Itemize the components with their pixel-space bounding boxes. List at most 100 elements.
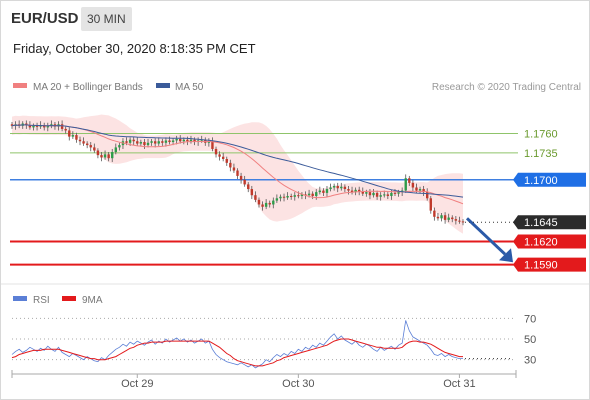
x-axis-label: Oct 30 bbox=[282, 378, 314, 390]
candle-body bbox=[193, 139, 196, 143]
rsi-legend-swatch bbox=[13, 296, 27, 301]
candle-body bbox=[103, 154, 107, 158]
candle-body bbox=[50, 124, 53, 126]
candle-body bbox=[418, 189, 422, 191]
candle-body bbox=[336, 185, 339, 189]
candle-body bbox=[236, 170, 239, 176]
level-label-1.1620: 1.1620 bbox=[524, 236, 558, 248]
candle-body bbox=[268, 202, 271, 205]
level-tag-1.1645 bbox=[513, 215, 586, 230]
projection-arrow-head bbox=[499, 248, 513, 263]
candle-body bbox=[383, 194, 386, 196]
candle-body bbox=[182, 139, 186, 142]
candle-body bbox=[214, 148, 218, 155]
projection-arrow-line bbox=[465, 217, 507, 256]
candle-body bbox=[447, 217, 450, 220]
candle-body bbox=[422, 189, 425, 193]
candle-body bbox=[239, 175, 243, 180]
candle-body bbox=[375, 192, 379, 197]
candle-body bbox=[329, 187, 332, 190]
candle-body bbox=[454, 219, 458, 221]
candle-body bbox=[397, 192, 400, 194]
candle-body bbox=[279, 196, 282, 199]
candle-body bbox=[71, 135, 75, 137]
candle-body bbox=[458, 220, 461, 222]
candle-body bbox=[46, 125, 49, 128]
candle-body bbox=[100, 155, 103, 158]
candle-body bbox=[164, 140, 168, 143]
candle-body bbox=[32, 125, 35, 128]
candle-body bbox=[300, 194, 304, 196]
ma50-legend-swatch bbox=[156, 83, 170, 88]
candle-body bbox=[139, 142, 143, 144]
chart-datetime: Friday, October 30, 2020 8:18:35 PM CET bbox=[13, 41, 256, 56]
copyright-text: Research © 2020 Trading Central bbox=[432, 82, 581, 93]
candle-body bbox=[10, 124, 14, 126]
candle-body bbox=[354, 189, 357, 193]
candle-body bbox=[440, 215, 443, 219]
candle-body bbox=[82, 141, 85, 144]
candle-body bbox=[297, 195, 300, 197]
candle-body bbox=[136, 141, 139, 144]
candle-body bbox=[85, 143, 89, 146]
candle-body bbox=[229, 162, 232, 168]
candle-body bbox=[286, 195, 289, 198]
level-label-1.1645: 1.1645 bbox=[524, 217, 558, 229]
candle-body bbox=[404, 178, 407, 191]
candle-body bbox=[153, 141, 157, 144]
candle-body bbox=[393, 192, 397, 194]
candle-body bbox=[64, 128, 67, 131]
candle-body bbox=[390, 192, 393, 196]
candle-body bbox=[272, 200, 275, 205]
level-label-1.1735: 1.1735 bbox=[524, 148, 558, 160]
candle-body bbox=[436, 216, 440, 219]
candle-body bbox=[218, 154, 221, 157]
candle-body bbox=[93, 147, 96, 151]
candle-body bbox=[451, 217, 454, 220]
symbol-title: EUR/USD bbox=[11, 10, 79, 27]
candle-body bbox=[111, 152, 114, 159]
candle-body bbox=[125, 141, 128, 143]
candle-body bbox=[107, 154, 110, 159]
candle-body bbox=[261, 204, 264, 207]
candle-body bbox=[146, 142, 150, 146]
candle-body bbox=[379, 195, 382, 197]
candle-body bbox=[322, 190, 325, 193]
candle-body bbox=[350, 190, 354, 193]
ma20-legend-label: MA 20 + Bollinger Bands bbox=[33, 82, 143, 93]
rsi-level-label: 30 bbox=[524, 355, 536, 367]
ma9-legend-swatch bbox=[62, 296, 76, 301]
candle-body bbox=[189, 139, 193, 142]
candle-body bbox=[60, 124, 64, 129]
candle-body bbox=[357, 189, 361, 192]
candle-body bbox=[200, 139, 203, 141]
candle-body bbox=[372, 192, 375, 196]
candle-body bbox=[232, 167, 236, 171]
candle-body bbox=[264, 202, 268, 207]
candle-body bbox=[43, 125, 46, 128]
candle-body bbox=[443, 215, 447, 220]
candle-body bbox=[250, 189, 254, 196]
timeframe-button[interactable]: 30 MIN bbox=[81, 7, 132, 31]
candle-body bbox=[207, 141, 211, 143]
candle-body bbox=[257, 199, 261, 205]
candle-body bbox=[325, 189, 329, 193]
candle-body bbox=[68, 130, 71, 137]
candle-body bbox=[96, 150, 100, 156]
candle-body bbox=[289, 195, 293, 197]
candle-body bbox=[426, 192, 429, 199]
level-label-1.1590: 1.1590 bbox=[524, 260, 558, 272]
candle-body bbox=[243, 179, 246, 185]
rsi-level-label: 50 bbox=[524, 334, 536, 346]
candle-body bbox=[78, 139, 82, 142]
candle-body bbox=[318, 190, 322, 193]
candle-body bbox=[75, 135, 78, 140]
candle-body bbox=[143, 142, 146, 146]
candle-body bbox=[361, 191, 364, 194]
candle-body bbox=[114, 147, 118, 153]
candle-body bbox=[89, 145, 92, 148]
candle-body bbox=[275, 198, 279, 201]
candle-body bbox=[225, 158, 228, 163]
rsi-level-label: 70 bbox=[524, 313, 536, 325]
candle-body bbox=[340, 186, 343, 189]
